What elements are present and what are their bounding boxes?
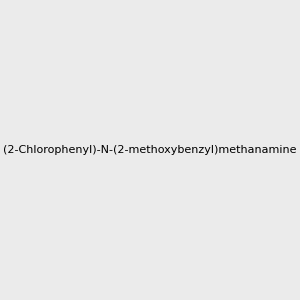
- Text: (2-Chlorophenyl)-N-(2-methoxybenzyl)methanamine: (2-Chlorophenyl)-N-(2-methoxybenzyl)meth…: [3, 145, 297, 155]
